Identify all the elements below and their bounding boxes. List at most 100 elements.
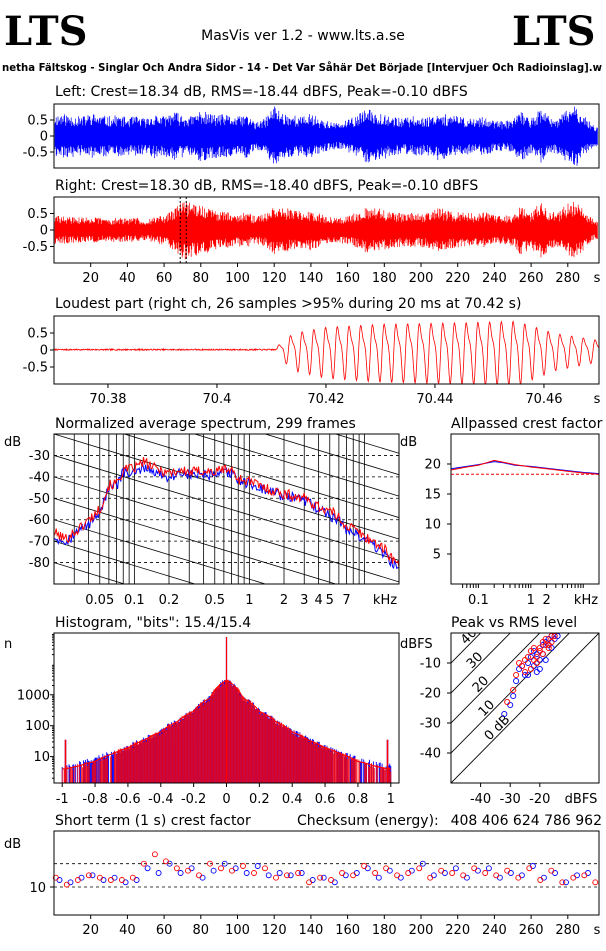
allpassed-plot: 20 15 10 5 dB 0.1 1 2 kHz bbox=[400, 435, 600, 608]
g-right-xtick-label: 160 bbox=[335, 271, 360, 286]
peak-rms-point-red bbox=[530, 656, 537, 664]
short-crest-point-red bbox=[372, 870, 379, 876]
peak-rms-point-blue bbox=[507, 701, 514, 709]
peak-rms-point-red bbox=[516, 659, 523, 667]
short-crest-point-red bbox=[96, 874, 103, 881]
histogram-envelope bbox=[62, 679, 391, 770]
loud-xunit: s bbox=[594, 392, 601, 407]
short-crest-plot: 10 dB 20 40 60 80 100 120 140 160 180 200 220 240 260 2… bbox=[4, 837, 601, 938]
spectrum-ylabel: dB bbox=[4, 435, 21, 450]
spectrum-slope-line bbox=[54, 519, 267, 584]
loud-xtick-label: 70.4 bbox=[202, 392, 231, 407]
short-crest-point-blue bbox=[155, 870, 162, 876]
short-crest-point-red bbox=[548, 867, 555, 874]
short-crest-xtick-label: 100 bbox=[225, 923, 250, 938]
g-right-xunit: s bbox=[594, 271, 601, 286]
spectrum-ytick-label: -60 bbox=[29, 513, 50, 528]
short-crest-point-red bbox=[515, 874, 522, 881]
peak-rms-ytick-label: -40 bbox=[420, 747, 441, 762]
peak-rms-point-blue bbox=[530, 662, 537, 670]
allpassed-xunit: kHz bbox=[574, 593, 598, 608]
short-crest-point-red bbox=[218, 865, 224, 872]
spectrum-slope-line bbox=[54, 455, 399, 561]
allpassed-xtick-label: 1 bbox=[527, 593, 535, 608]
short-crest-plot-frame bbox=[53, 830, 600, 916]
short-crest-point-red bbox=[570, 874, 577, 881]
allpassed-title: Allpassed crest factor bbox=[451, 416, 603, 432]
histogram-ylabel: n bbox=[4, 637, 12, 652]
histogram-xtick-label: -0.8 bbox=[82, 792, 107, 807]
short-crest-point-red bbox=[107, 877, 114, 883]
loud-xtick-label: 70.46 bbox=[525, 392, 562, 407]
peak-rms-ytick-label: -20 bbox=[420, 687, 441, 702]
short-crest-point-red bbox=[405, 870, 412, 876]
short-crest-point-blue bbox=[518, 872, 525, 879]
short-crest-point-blue bbox=[276, 870, 283, 876]
g-right-ytick-label: 0.5 bbox=[27, 207, 48, 222]
short-crest-xtick-label: 280 bbox=[555, 923, 580, 938]
peak-rms-point-red bbox=[548, 638, 555, 646]
short-crest-point-red bbox=[328, 877, 335, 883]
peak-rms-point-blue bbox=[513, 677, 520, 685]
file-name: netha Fältskog - Singlar Och Andra Sidor… bbox=[2, 61, 602, 74]
g-right-xtick-label: 280 bbox=[555, 271, 580, 286]
histogram-plot-frame bbox=[53, 632, 400, 784]
short-crest-xtick-label: 80 bbox=[193, 923, 210, 938]
allpassed-trace-blue bbox=[450, 461, 600, 475]
peak-rms-point-blue bbox=[536, 665, 543, 673]
short-crest-point-blue bbox=[331, 879, 338, 886]
short-crest-point-red bbox=[361, 863, 368, 869]
right-plot-frame bbox=[53, 196, 600, 264]
short-crest-point-red bbox=[537, 877, 544, 883]
allpassed-ytick-label: 20 bbox=[424, 458, 441, 473]
peak-rms-xunit: dBFS bbox=[565, 792, 598, 807]
left-waveform-plot: 0.50-0.5 bbox=[23, 106, 598, 166]
short-crest-point-red bbox=[63, 881, 70, 888]
g-right-xtick-label: 240 bbox=[482, 271, 507, 286]
histogram-xtick-label: -0.6 bbox=[115, 792, 140, 807]
peak-rms-ylabel: dBFS bbox=[400, 637, 433, 652]
short-crest-point-blue bbox=[430, 872, 437, 879]
short-crest-point-blue bbox=[375, 874, 382, 881]
short-crest-point-red bbox=[151, 851, 158, 858]
checksum-value: 408 406 624 786 962 bbox=[451, 813, 602, 829]
spectrum-slope-line bbox=[54, 434, 399, 540]
short-crest-xtick-label: 240 bbox=[482, 923, 507, 938]
spectrum-slope-line bbox=[54, 562, 126, 584]
short-crest-point-blue bbox=[254, 863, 261, 869]
g-right-xtick-label: 100 bbox=[225, 271, 250, 286]
short-crest-point-red bbox=[427, 874, 434, 881]
spectrum-plot: -30 -40 -50 -60 -70 -80 dB 0.05 0.1 0.2 0.5 1 2 3 4 5 7 k… bbox=[4, 434, 399, 608]
g-right-xtick-label: 120 bbox=[262, 271, 287, 286]
short-crest-point-blue bbox=[485, 865, 492, 872]
short-crest-point-red bbox=[295, 870, 302, 876]
histogram-xtick-label: 0.4 bbox=[282, 792, 303, 807]
short-crest-point-red bbox=[262, 865, 268, 872]
short-crest-point-blue bbox=[210, 867, 217, 874]
short-crest-point-red bbox=[493, 872, 500, 879]
peak-rms-crest-line bbox=[451, 633, 482, 664]
peak-rms-point-blue bbox=[521, 671, 529, 679]
spectrum-xtick-label: 0.05 bbox=[85, 593, 114, 608]
short-crest-point-red bbox=[438, 867, 445, 874]
peak-rms-title: Peak vs RMS level bbox=[451, 615, 577, 631]
loud-xtick-label: 70.44 bbox=[416, 392, 453, 407]
g-right-xtick-label: 220 bbox=[445, 271, 470, 286]
short-crest-point-red bbox=[251, 870, 257, 876]
right-waveform-plot: 0.5 0-0.5 20 40 60 80 100 120 140 160 180 200 220 240… bbox=[23, 197, 601, 286]
short-crest-point-red bbox=[559, 879, 566, 886]
short-crest-point-red bbox=[207, 860, 213, 867]
spectrum-ytick-label: -30 bbox=[29, 449, 50, 464]
histogram-xtick-label: 1 bbox=[387, 792, 395, 807]
short-crest-point-red bbox=[394, 872, 401, 879]
short-crest-point-red bbox=[240, 863, 246, 869]
peak-rms-point-blue bbox=[524, 659, 532, 667]
short-crest-point-blue bbox=[342, 872, 349, 879]
loudest-plot-frame bbox=[53, 315, 600, 385]
spectrum-xtick-label: 4 bbox=[314, 593, 322, 608]
short-crest-point-red bbox=[185, 867, 191, 874]
g-right-ytick-label: 0 bbox=[40, 224, 48, 239]
peak-rms-point-red bbox=[542, 641, 549, 649]
